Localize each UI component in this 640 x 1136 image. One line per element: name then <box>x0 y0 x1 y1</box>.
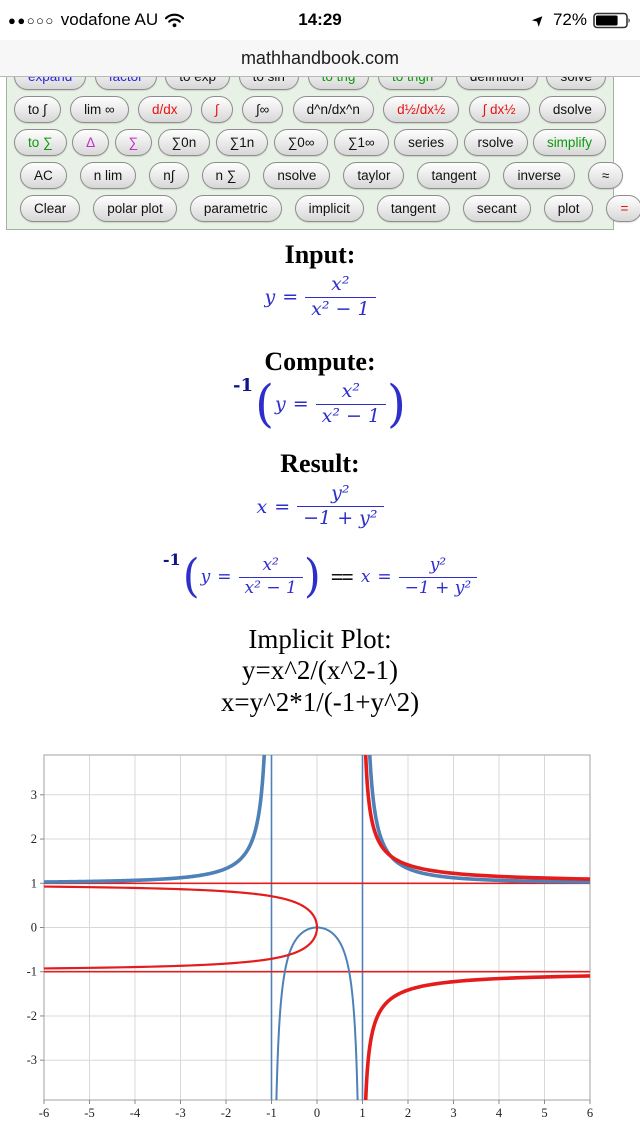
calculator-toolbar: expandfactorto expto sinto trigto trighd… <box>6 56 640 230</box>
fraction: x² x² − 1 <box>238 555 303 598</box>
toolbar-button-[interactable]: = <box>606 195 640 222</box>
toolbar-button-clear[interactable]: Clear <box>20 195 81 222</box>
toolbar-button-lim[interactable]: lim ∞ <box>70 96 129 123</box>
svg-text:5: 5 <box>541 1106 547 1120</box>
site-title[interactable]: mathhandbook.com <box>240 47 400 68</box>
toolbar-row-2: to ∫ lim ∞ d/dx ∫ ∫∞ d^n/dx^n d½/dx½ ∫ dx½ dsolv… <box>14 96 606 123</box>
battery-icon <box>593 12 632 29</box>
toolbar-button-1[interactable]: ∑1∞ <box>333 129 389 156</box>
fraction: y² −1 + y² <box>398 555 478 598</box>
result-formula: x = y² −1 + y² <box>0 483 640 530</box>
svg-text:0: 0 <box>314 1106 320 1120</box>
toolbar-button-ac[interactable]: AC <box>20 162 67 189</box>
result-heading: Result: <box>280 449 360 479</box>
toolbar-button-d-n-dx-n[interactable]: d^n/dx^n <box>292 96 374 123</box>
wifi-icon <box>165 13 185 28</box>
results-area: Input: y = x² x² − 1 Compute: -1 ( y = x… <box>0 222 640 719</box>
implicit-plot-chart: -6 -5 -4 -3 -2 -1 0 1 2 3 4 5 6 -3 -2 -1 0 1 2 3 <box>0 746 640 1128</box>
combined-formula: -1 ( y = x² x² − 1 ) == x = y² −1 + y² <box>0 550 640 599</box>
svg-text:4: 4 <box>496 1106 503 1120</box>
equals-sign: = <box>274 495 291 518</box>
compute-heading: Compute: <box>264 346 376 376</box>
toolbar-button-dx[interactable]: ∫ dx½ <box>468 96 530 123</box>
toolbar-button-taylor[interactable]: taylor <box>343 162 405 189</box>
inverse-prefix: -1 <box>233 374 254 396</box>
status-bar: ●●○○○ vodafone AU 14:29 ➤ 72% <box>0 0 640 40</box>
toolbar-button-0n[interactable]: ∑0n <box>157 129 211 156</box>
svg-text:-4: -4 <box>130 1106 141 1120</box>
toolbar-button-[interactable]: ∑ <box>114 129 153 156</box>
plot-equation-1: y=x^2/(x^2-1) <box>241 655 399 686</box>
toolbar-button-n[interactable]: n∫ <box>149 162 189 189</box>
toolbar-button-[interactable]: Δ <box>72 129 110 156</box>
toolbar-button-n[interactable]: n ∑ <box>201 162 251 189</box>
location-arrow-icon: ➤ <box>528 9 550 31</box>
compute-lhs: y <box>274 393 286 416</box>
toolbar-button-dsolve[interactable]: dsolve <box>538 96 606 123</box>
fraction: x² x² − 1 <box>315 380 387 428</box>
equals-sign: = <box>292 393 309 416</box>
toolbar-button-nsolve[interactable]: nsolve <box>263 162 331 189</box>
toolbar-button-0[interactable]: ∑0∞ <box>273 129 329 156</box>
toolbar-button-[interactable]: ∫ <box>200 96 233 123</box>
toolbar-row-3: to ∑ Δ ∑ ∑0n ∑1n ∑0∞ ∑1∞ series rsolve simplify <box>14 129 606 156</box>
toolbar-button-parametric[interactable]: parametric <box>189 195 282 222</box>
equals-sign: = <box>282 286 299 309</box>
svg-text:-2: -2 <box>221 1106 231 1120</box>
fraction: x² x² − 1 <box>305 273 376 321</box>
toolbar-button-[interactable]: ≈ <box>588 162 624 189</box>
svg-text:2: 2 <box>31 832 37 846</box>
compute-formula: -1 ( y = x² x² − 1 ) <box>233 374 406 434</box>
toolbar-row-5: Clear polar plot parametric implicit tangent… <box>14 195 640 222</box>
result-lhs: x <box>256 495 268 518</box>
svg-text:6: 6 <box>587 1106 593 1120</box>
inverse-prefix: -1 <box>162 550 181 570</box>
implicit-plot-heading: Implicit Plot: <box>248 624 392 655</box>
toolbar-button-rsolve[interactable]: rsolve <box>463 129 528 156</box>
toolbar-row-4: AC n lim n∫ n ∑ nsolve taylor tangent inverse ≈ <box>14 162 624 189</box>
svg-text:-3: -3 <box>175 1106 185 1120</box>
svg-text:-5: -5 <box>84 1106 94 1120</box>
carrier-label: vodafone AU <box>60 10 159 29</box>
plot-equation-2: x=y^2*1/(-1+y^2) <box>220 687 420 718</box>
double-equals: == <box>330 564 354 590</box>
toolbar-button-d-dx[interactable]: d½/dx½ <box>383 96 460 123</box>
toolbar-button-to[interactable]: to ∫ <box>14 96 61 123</box>
toolbar-button-tangent[interactable]: tangent <box>417 162 491 189</box>
toolbar-button-tangent[interactable]: tangent <box>376 195 450 222</box>
toolbar-button-plot[interactable]: plot <box>543 195 594 222</box>
toolbar-button-inverse[interactable]: inverse <box>503 162 576 189</box>
svg-text:2: 2 <box>405 1106 411 1120</box>
svg-text:3: 3 <box>31 788 37 802</box>
svg-text:1: 1 <box>359 1106 365 1120</box>
svg-text:-6: -6 <box>39 1106 49 1120</box>
toolbar-button-to[interactable]: to ∑ <box>14 129 67 156</box>
toolbar-button-simplify[interactable]: simplify <box>532 129 606 156</box>
svg-text:0: 0 <box>31 921 37 935</box>
toolbar-button-secant[interactable]: secant <box>462 195 531 222</box>
toolbar-button-implicit[interactable]: implicit <box>294 195 364 222</box>
toolbar-button-d-dx[interactable]: d/dx <box>138 96 192 123</box>
fraction: y² −1 + y² <box>297 483 384 530</box>
input-heading: Input: <box>284 240 356 269</box>
input-formula: y = x² x² − 1 <box>0 273 640 321</box>
toolbar-button-1n[interactable]: ∑1n <box>215 129 269 156</box>
svg-text:3: 3 <box>450 1106 456 1120</box>
svg-text:-2: -2 <box>27 1009 37 1023</box>
svg-text:-1: -1 <box>27 965 37 979</box>
toolbar-button-series[interactable]: series <box>394 129 459 156</box>
svg-text:1: 1 <box>31 876 37 890</box>
address-bar[interactable]: mathhandbook.com <box>0 40 640 77</box>
toolbar-button-polar-plot[interactable]: polar plot <box>93 195 177 222</box>
signal-strength-icon: ●●○○○ <box>8 12 55 28</box>
toolbar-button-[interactable]: ∫∞ <box>241 96 284 123</box>
battery-percent-label: 72% <box>552 10 587 29</box>
input-lhs: y <box>264 286 276 309</box>
svg-text:-3: -3 <box>27 1053 37 1067</box>
svg-text:-1: -1 <box>266 1106 276 1120</box>
toolbar-button-n-lim[interactable]: n lim <box>79 162 137 189</box>
